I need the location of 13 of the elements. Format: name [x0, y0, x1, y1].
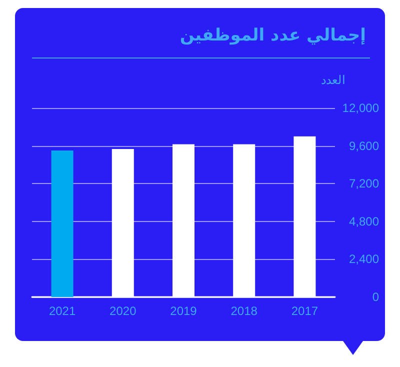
y-tick-label: 9,600	[348, 138, 380, 153]
y-tick-label: 0	[372, 290, 380, 304]
x-tick-label: 2021	[48, 304, 76, 318]
y-tick-label: 7,200	[348, 176, 380, 191]
y-tick-label: 4,800	[348, 214, 380, 228]
y-tick-label: 12,000	[342, 101, 380, 115]
x-tick-label: 2020	[110, 304, 137, 318]
y-tick-label: 2,400	[348, 252, 380, 266]
y-axis-title: العدد	[321, 73, 345, 87]
x-tick-label: 2018	[230, 304, 258, 318]
x-tick-label: 2019	[170, 304, 198, 318]
x-tick-label: 2017	[291, 304, 318, 318]
chart-title: إجمالي عدد الموظفين	[180, 26, 366, 46]
